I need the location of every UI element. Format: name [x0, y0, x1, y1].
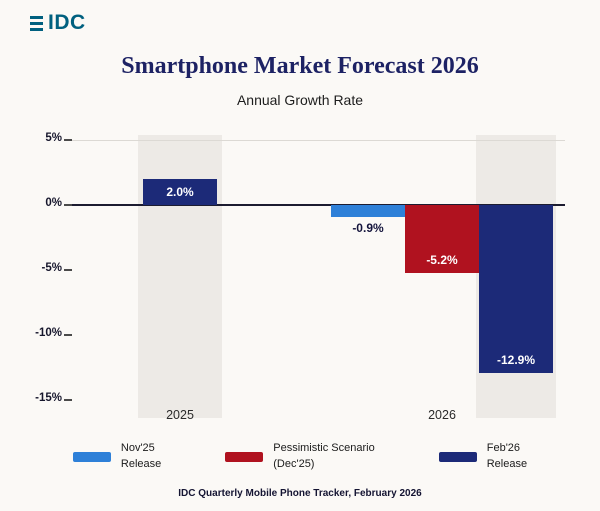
y-axis-tick	[64, 269, 72, 271]
y-axis-tick	[64, 399, 72, 401]
legend-label-line: Nov'25	[120, 442, 155, 454]
zero-axis-line	[72, 204, 565, 206]
y-axis-label: -10%	[35, 327, 62, 339]
bar-feb-26-release-2026	[479, 205, 553, 373]
legend-label: Nov'25 Release	[121, 441, 161, 473]
highlight-band	[138, 135, 222, 418]
bar-feb-26-release-2025	[143, 179, 217, 205]
legend-label-line: Feb'26	[486, 442, 521, 454]
legend-swatch	[225, 451, 264, 462]
bar-value-label: 2.0%	[166, 185, 194, 199]
idc-logo-bars-icon	[30, 15, 43, 31]
gridline-top	[72, 140, 565, 141]
y-axis-label: 0%	[45, 197, 62, 209]
y-axis-tick	[64, 334, 72, 336]
legend-label: Feb'26 Release	[487, 441, 527, 473]
bar-value-label: -0.9%	[352, 220, 384, 235]
x-axis-label-2025: 2025	[166, 408, 194, 422]
chart-legend: Nov'25 Release Pessimistic Scenario (Dec'25…	[0, 441, 600, 473]
bar-pessimistic-scenario-dec-25-2026	[405, 205, 479, 273]
legend-item: Pessimistic Scenario (Dec'25)	[225, 441, 375, 473]
legend-label-line: Release	[486, 457, 528, 470]
y-axis-label: -5%	[41, 262, 62, 274]
bar-value-label: -5.2%	[426, 252, 458, 267]
bar-value-label: -12.9%	[496, 352, 536, 367]
chart-title: Smartphone Market Forecast 2026	[121, 53, 479, 79]
legend-label-line: Release	[120, 457, 162, 470]
idc-logo: IDC	[30, 11, 86, 35]
bar-nov-25-release-2026	[331, 205, 405, 217]
legend-label-line: (Dec'25)	[273, 457, 315, 470]
legend-swatch	[72, 451, 111, 462]
legend-item: Feb'26 Release	[438, 441, 527, 473]
y-axis-label: -15%	[35, 392, 62, 404]
plot-area: 5% 0% -5% -10% -15% 2.0% -0.9% -5.2% -12.9% 2025 2…	[35, 132, 565, 422]
idc-logo-text: IDC	[48, 11, 86, 34]
y-axis-label: 5%	[45, 132, 62, 144]
legend-swatch	[438, 451, 477, 462]
x-axis-label-2026: 2026	[428, 408, 456, 422]
legend-label: Pessimistic Scenario (Dec'25)	[273, 441, 374, 473]
y-axis-tick	[64, 139, 72, 141]
legend-label-line: Pessimistic Scenario	[273, 442, 375, 454]
source-footnote: IDC Quarterly Mobile Phone Tracker, Febr…	[178, 488, 422, 499]
legend-item: Nov'25 Release	[72, 441, 161, 473]
y-axis-tick	[64, 204, 72, 206]
chart-subtitle: Annual Growth Rate	[236, 92, 364, 108]
